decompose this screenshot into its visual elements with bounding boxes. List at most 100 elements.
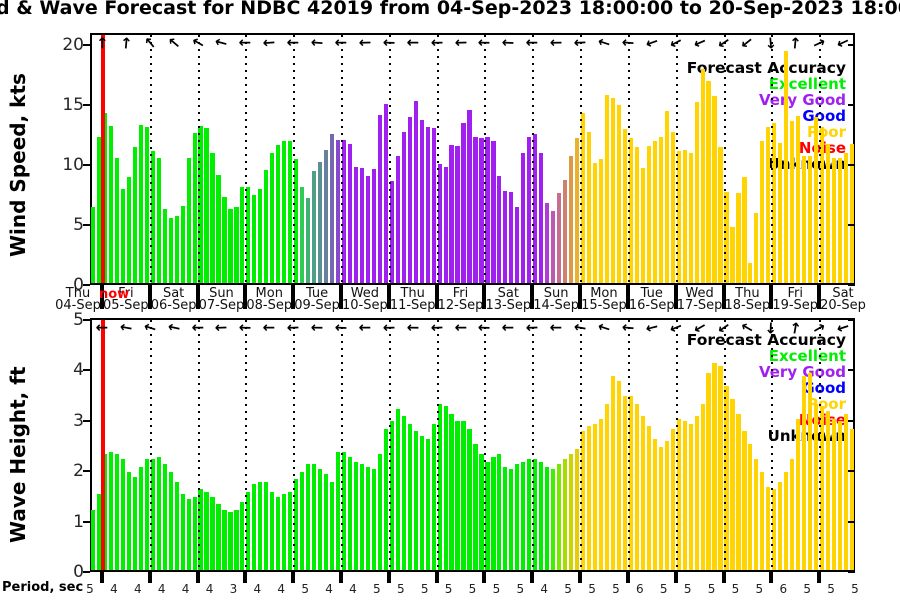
wind-bar [234,207,239,283]
wind-bar [694,101,699,283]
wind-bar [318,161,323,283]
wind-bar [204,128,209,283]
legend-item-good: Good [802,107,846,125]
day-boundary-tick [482,572,487,583]
wind-bar [485,136,490,283]
wave-bar [694,416,699,570]
wind-bar [503,190,508,283]
wave-bar [533,459,538,570]
wind-bar [96,136,102,283]
day-boundary-tick [291,572,296,583]
wind-bar [306,197,311,283]
wave-direction-arrow: → [310,318,324,338]
day-boundary-tick [673,572,678,583]
wave-bar [371,469,376,570]
day-gridline [245,35,248,283]
day-label: Wed 17-Sep [676,286,723,313]
wind-direction-arrow: → [239,34,252,52]
day-label: Sun 07-Sep [198,286,245,313]
wave-direction-arrow: → [477,318,492,338]
day-gridline [627,320,630,570]
wind-bar [216,175,221,283]
wind-bar [371,169,376,283]
wave-bar [712,363,717,570]
period-value: 5 [468,582,477,596]
wave-bar [748,444,753,570]
period-value: 5 [492,582,501,596]
wind-bar [610,98,616,283]
wind-bar [246,187,251,283]
wind-bar [449,145,454,283]
wave-bar [264,481,269,570]
wave-bar [335,451,341,570]
period-value: 5 [373,582,381,596]
wave-y-tick-mark [83,369,90,372]
wave-bar [831,418,837,570]
wind-direction-arrow: → [761,35,781,51]
wind-bar [174,215,179,283]
wind-bar [545,202,550,283]
wind-bar [288,141,293,283]
wave-bar [437,403,442,570]
wave-bar [198,489,203,570]
wind-bar [300,187,305,283]
wave-direction-arrow: → [762,321,781,335]
wind-bar [479,137,484,283]
wind-bar [467,110,472,283]
wave-bar [419,436,424,570]
wave-y-tick-mark [83,571,90,573]
wave-direction-arrow: → [334,318,348,338]
wind-bar [359,167,365,283]
wind-direction-arrow: → [310,33,325,53]
wave-y-tick-mark [848,369,855,372]
day-gridline [723,320,726,570]
wind-direction-arrow: → [620,33,635,53]
wind-bar [670,131,675,283]
wave-y-tick-label: 2 [73,461,84,482]
day-boundary-tick [147,572,152,583]
period-value: 5 [420,582,429,596]
wave-bar [509,469,514,570]
wave-bar [515,464,520,570]
wind-bar [144,127,149,283]
wind-bar [831,158,837,283]
wind-bar [168,218,173,283]
wave-bar [604,403,610,570]
wind-bar [192,133,197,283]
wave-bar [586,426,592,570]
day-boundary-tick [195,285,200,309]
wind-bar [347,143,353,283]
wind-bar [126,177,131,283]
period-value: 4 [181,582,190,596]
day-boundary-tick [769,285,774,309]
wave-bar [640,416,645,570]
day-label: Sat 20-Sep [820,286,866,313]
period-value: 5 [588,582,596,596]
wave-bar [96,494,102,570]
wave-y-tick-mark [83,520,90,523]
wind-y-tick-label: 20 [62,35,84,55]
day-label: Mon 15-Sep [581,286,627,313]
period-value: 4 [205,582,214,596]
wave-y-tick-mark [848,319,855,321]
wave-bar [288,491,293,570]
wind-bar [802,155,807,283]
day-boundary-tick [530,285,535,309]
wave-bar [389,421,394,570]
wind-direction-arrow: → [430,33,444,53]
wind-bar [586,131,592,283]
wind-bar [377,115,382,283]
wave-bar [837,421,843,570]
wave-bar [431,423,436,570]
wind-bar [150,151,155,283]
wave-bar [539,461,544,570]
wind-bar [120,189,125,283]
wave-bar [234,509,239,570]
day-boundary-tick [243,572,248,583]
day-gridline [149,320,152,570]
period-value: 4 [253,582,262,596]
wave-bar [108,451,113,570]
wind-bar [276,145,281,283]
day-gridline [819,320,822,570]
wind-bar [473,136,478,283]
